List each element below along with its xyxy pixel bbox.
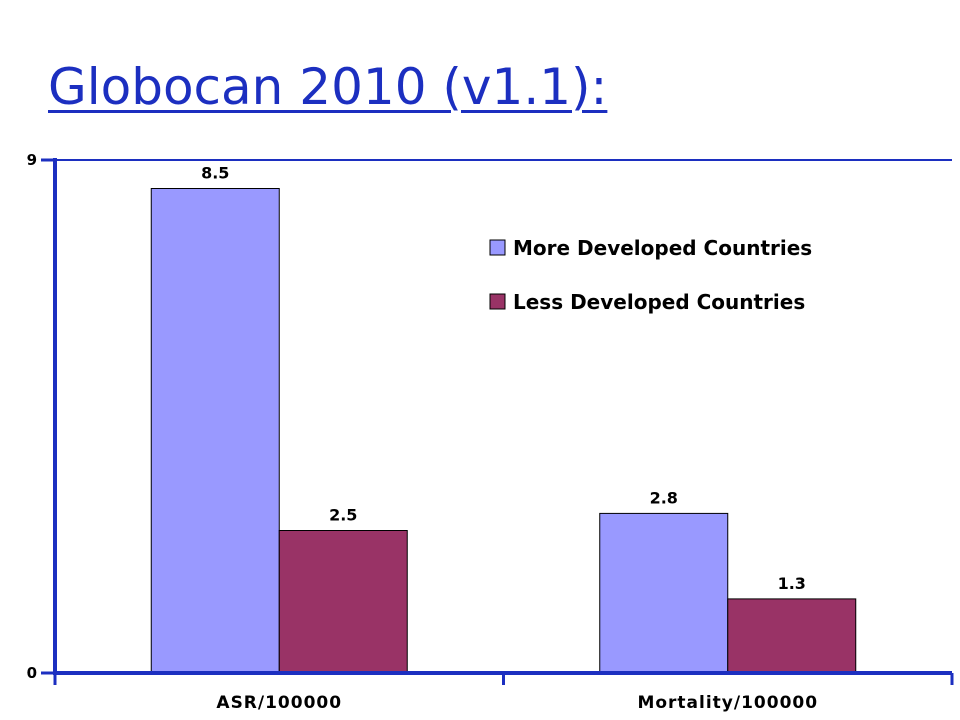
legend-swatch <box>489 293 506 310</box>
bars <box>150 188 857 674</box>
tick-labels: 09 <box>27 151 37 682</box>
data-labels: 8.5 2.8 2.5 1.3 <box>201 164 806 593</box>
data-label: 2.5 <box>329 506 357 525</box>
bar-more-developed-0 <box>150 188 280 674</box>
slide-title: Globocan 2010 (v1.1): <box>48 58 608 116</box>
category-label: Mortality/100000 <box>637 693 818 713</box>
legend-swatch <box>489 239 506 256</box>
axes <box>41 158 954 685</box>
category-label: ASR/100000 <box>216 693 342 713</box>
data-label: 2.8 <box>650 488 678 507</box>
legend: More Developed Countries Less Developed C… <box>489 236 812 314</box>
legend-label: More Developed Countries <box>513 236 812 260</box>
data-label: 8.5 <box>201 164 229 183</box>
y-tick-label: 0 <box>27 664 37 682</box>
bar-more-developed-1 <box>599 512 729 674</box>
legend-label: Less Developed Countries <box>513 290 805 314</box>
bar-less-developed-0 <box>278 530 408 674</box>
category-labels: ASR/100000 Mortality/100000 <box>216 693 818 713</box>
bar-less-developed-1 <box>727 598 857 674</box>
y-tick-label: 9 <box>27 151 37 169</box>
data-label: 1.3 <box>778 574 806 593</box>
